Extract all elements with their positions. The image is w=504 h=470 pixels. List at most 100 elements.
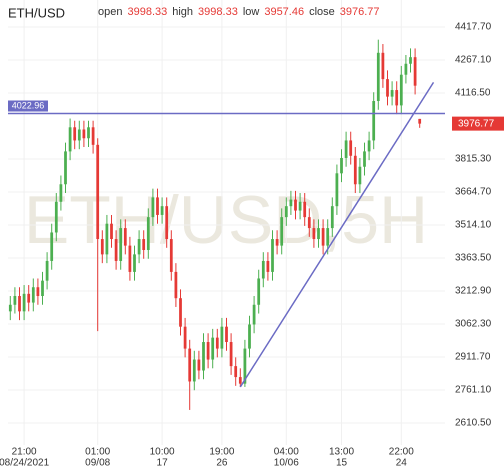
candle-body — [344, 140, 348, 158]
y-tick-label: 3212.90 — [455, 286, 492, 297]
x-tick-date: 24 — [396, 458, 408, 469]
x-tick-label: 13:00 — [329, 447, 354, 458]
ohlc-label: close — [309, 6, 335, 18]
candle-body — [110, 223, 113, 240]
candle-body — [18, 296, 21, 312]
candle-body — [36, 287, 40, 297]
last-price-label: 3976.77 — [458, 118, 495, 129]
candle-body — [372, 101, 376, 141]
candle-body — [128, 245, 132, 272]
candle-body — [8, 304, 12, 312]
x-tick-date: 15 — [336, 458, 348, 469]
candle-body — [404, 63, 408, 75]
candle-body — [358, 166, 362, 185]
x-tick-label: 21:00 — [12, 447, 37, 458]
x-tick-date: 08/24/2021 — [0, 458, 50, 469]
candle-body — [220, 326, 224, 349]
candle-body — [41, 280, 44, 297]
candle-body — [96, 144, 100, 240]
y-tick-label: 3363.50 — [455, 253, 492, 264]
y-tick-label: 3514.10 — [455, 220, 492, 231]
candle-body — [266, 260, 270, 272]
candle-body — [165, 206, 169, 240]
candle-body — [248, 324, 251, 349]
candle-body — [229, 342, 233, 367]
candle-body — [390, 90, 394, 97]
candle-body — [211, 337, 215, 360]
candle-body — [321, 228, 325, 246]
x-tick-label: 19:00 — [209, 447, 234, 458]
candle-body — [280, 217, 284, 246]
candle-body — [188, 348, 192, 382]
candle-body — [349, 140, 353, 156]
ohlc-label: low — [243, 6, 260, 18]
candle-body — [192, 359, 196, 382]
candle-body — [381, 52, 385, 80]
candle-body — [409, 57, 412, 64]
candle-body — [257, 278, 261, 305]
candle-body — [179, 298, 182, 327]
x-tick-date: 26 — [216, 458, 228, 469]
candle-body — [386, 79, 389, 97]
candle-body — [73, 127, 77, 141]
candle-body — [363, 151, 366, 167]
y-tick-label: 3664.70 — [455, 187, 492, 198]
candle-body — [119, 228, 123, 261]
candle-body — [174, 271, 178, 299]
candle-body — [45, 260, 49, 281]
candle-body — [68, 127, 72, 152]
candle-body — [133, 254, 136, 272]
candle-body — [27, 293, 31, 303]
candle-body — [317, 228, 320, 240]
candle-body — [160, 206, 164, 215]
ohlc-value: 3998.33 — [198, 6, 238, 18]
candle-body — [77, 129, 81, 141]
candle-body — [13, 296, 17, 305]
y-tick-label: 3815.30 — [455, 154, 492, 165]
candle-body — [303, 201, 307, 218]
candle-body — [64, 151, 67, 185]
candle-body — [289, 199, 293, 207]
x-tick-label: 22:00 — [389, 447, 414, 458]
hline-label: 4022.96 — [12, 100, 45, 110]
candle-body — [413, 57, 417, 86]
candle-body — [298, 201, 302, 211]
ohlc-value: 3998.33 — [127, 6, 167, 18]
candle-body — [284, 206, 288, 218]
candle-body — [91, 127, 95, 145]
candle-body — [307, 217, 311, 229]
candle-body — [183, 326, 187, 349]
candle-body — [82, 129, 86, 139]
candle-body — [225, 326, 228, 343]
y-tick-label: 3062.30 — [455, 319, 492, 330]
ohlc-label: high — [172, 6, 193, 18]
candle-body — [151, 197, 155, 218]
ohlc-value: 3957.46 — [264, 6, 304, 18]
trendline — [239, 81, 435, 388]
ohlc-value: 3976.77 — [340, 6, 380, 18]
y-tick-label: 2761.10 — [455, 385, 492, 396]
x-tick-date: 17 — [157, 458, 169, 469]
candle-body — [87, 127, 90, 139]
candle-body — [395, 90, 399, 106]
candle-body — [202, 342, 205, 371]
candle-body — [376, 52, 380, 102]
x-tick-label: 04:00 — [274, 447, 299, 458]
watermark: ETH/USD,5H — [24, 182, 428, 258]
last-price-box — [452, 116, 504, 131]
x-tick-label: 01:00 — [85, 447, 110, 458]
x-tick-date: 09/08 — [85, 458, 110, 469]
candle-body — [215, 337, 219, 349]
candle-body — [142, 239, 146, 250]
candle-body — [234, 366, 238, 378]
x-tick-label: 10:00 — [150, 447, 175, 458]
candle-body — [271, 239, 274, 272]
y-tick-label: 4267.10 — [455, 55, 492, 66]
candle-body — [399, 74, 403, 106]
y-tick-label: 4417.70 — [455, 22, 492, 33]
y-tick-label: 4116.50 — [455, 88, 491, 99]
candle-body — [156, 197, 159, 215]
candle-body — [243, 348, 247, 384]
candle-body — [54, 201, 58, 233]
